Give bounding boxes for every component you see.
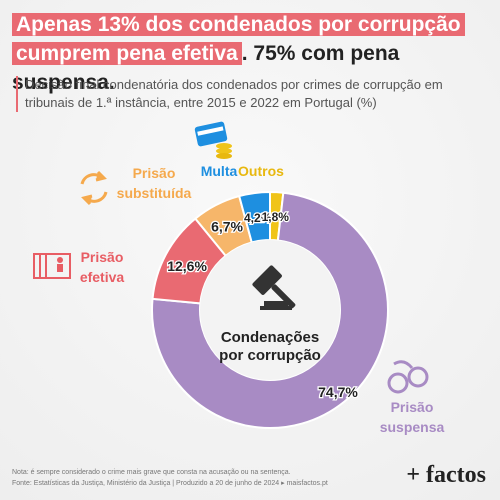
- category-label-multa-line1: Multa: [201, 163, 238, 179]
- footer-note: Nota: é sempre considerado o crime mais …: [12, 469, 291, 476]
- value-label-multa: 4,2%: [244, 211, 272, 225]
- page-title: Apenas 13% dos condenados por corrupção …: [12, 10, 492, 97]
- swap-arrows-icon: [80, 170, 108, 206]
- category-label-prisao-efetiva-line2: efetiva: [80, 269, 125, 285]
- category-label-prisao-substituida-line1: Prisão: [133, 165, 176, 181]
- handcuffs-icon: [387, 360, 429, 394]
- gavel-icon: [252, 265, 296, 310]
- title-rest: . 75% com pena suspensa.: [12, 42, 400, 94]
- center-label-line2: por corrupção: [219, 347, 321, 364]
- value-label-prisao-suspensa: 74,7%: [318, 384, 358, 400]
- jail-icon: [33, 253, 71, 279]
- money-card-icon: [194, 121, 232, 159]
- category-label-prisao-substituida-line2: substituída: [117, 185, 192, 201]
- category-label-prisao-suspensa-line2: suspensa: [380, 419, 445, 435]
- category-label-prisao-suspensa-line1: Prisão: [391, 399, 434, 415]
- footer-source: Fonte: Estatísticas da Justiça, Ministér…: [12, 480, 328, 487]
- center-label-line1: Condenações: [221, 329, 319, 346]
- value-label-prisao-efetiva: 12,6%: [167, 258, 207, 274]
- page-subtitle: Decisão final condenatória dos condenado…: [16, 76, 495, 112]
- brand-logo: + factos: [406, 462, 486, 488]
- category-label-outros-line1: Outros: [238, 163, 284, 179]
- value-label-prisao-substituida: 6,7%: [211, 218, 243, 234]
- category-label-prisao-efetiva-line1: Prisão: [81, 249, 124, 265]
- footer: Nota: é sempre considerado o crime mais …: [12, 467, 328, 489]
- title-highlight-2: cumprem pena efetiva: [12, 42, 242, 65]
- title-highlight-1: Apenas 13% dos condenados por corrupção: [12, 13, 465, 36]
- value-label-outros: 1,8%: [262, 210, 290, 224]
